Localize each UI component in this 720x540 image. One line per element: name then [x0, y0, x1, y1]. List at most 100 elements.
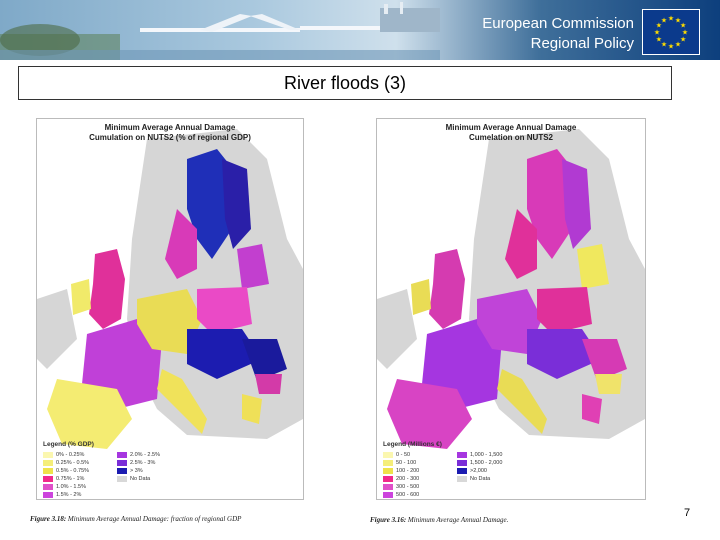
map-right-legend: Legend (Millions €) 0 - 50 50 - 100 100 - …: [383, 441, 633, 499]
norway-south: [165, 209, 197, 279]
legend-item: 0.5% - 0.75%: [43, 467, 111, 475]
star-icon: ★: [675, 16, 681, 24]
caption-text: Minimum Average Annual Damage.: [407, 516, 509, 524]
legend-label: > 3%: [130, 468, 143, 474]
legend-swatch: [43, 468, 53, 474]
legend-label: 0.25% - 0.5%: [56, 460, 90, 466]
legend-label: 1,500 - 2,000: [470, 460, 503, 466]
iberia: [47, 379, 132, 449]
legend-label: 1,000 - 1,500: [470, 452, 503, 458]
map-left-graphic: [37, 119, 303, 499]
map-right-graphic: [377, 119, 645, 499]
legend-item: >2,000: [457, 467, 525, 475]
eu-flag-icon: ★ ★ ★ ★ ★ ★ ★ ★ ★ ★ ★ ★: [642, 9, 700, 55]
legend-label: 0.75% - 1%: [56, 476, 85, 482]
legend-swatch: [117, 468, 127, 474]
legend-label: >2,000: [470, 468, 487, 474]
legend-swatch: [383, 468, 393, 474]
poland: [197, 287, 252, 334]
legend-label: 0 - 50: [396, 452, 411, 458]
legend-title: Legend (Millions €): [383, 441, 442, 448]
map-left-title: Minimum Average Annual Damage Cumulation…: [37, 123, 303, 143]
legend-label: 500 - 600: [396, 492, 420, 498]
finland: [562, 159, 591, 249]
legend-label: 0.5% - 0.75%: [56, 468, 90, 474]
romania: [242, 339, 287, 381]
legend-item: 0.75% - 1%: [43, 475, 111, 483]
italy: [497, 369, 547, 434]
star-icon: ★: [680, 36, 686, 44]
greece: [582, 394, 602, 424]
legend-item: 1,500 - 2,000: [457, 459, 525, 467]
norway-south: [505, 209, 537, 279]
benelux-germany: [137, 289, 202, 354]
legend-item: No Data: [117, 475, 185, 483]
legend-swatch: [457, 476, 467, 482]
legend-swatch: [43, 484, 53, 490]
star-icon: ★: [656, 36, 662, 44]
slide-title: River floods (3): [18, 66, 672, 100]
finland: [222, 159, 251, 249]
star-icon: ★: [656, 22, 662, 30]
legend-swatch: [117, 452, 127, 458]
legend-swatch: [43, 476, 53, 482]
map-left-title-line1: Minimum Average Annual Damage: [104, 123, 236, 132]
legend-label: 2.5% - 3%: [130, 460, 156, 466]
organization-name: European Commission Regional Policy: [482, 14, 634, 54]
legend-label: 1.0% - 1.5%: [56, 484, 86, 490]
legend-label: 1.5% - 2%: [56, 492, 82, 498]
legend-item: 0.25% - 0.5%: [43, 459, 111, 467]
legend-items: 0 - 50 50 - 100 100 - 200 200 - 300 300 - 50…: [383, 451, 633, 499]
bulgaria: [255, 374, 282, 394]
legend-label: No Data: [130, 476, 151, 482]
bulgaria: [595, 374, 622, 394]
legend-swatch: [43, 492, 53, 498]
eu-stars: ★ ★★★★★★★★★★★: [654, 15, 688, 51]
legend-swatch: [117, 460, 127, 466]
legend-label: No Data: [470, 476, 491, 482]
legend-item: No Data: [457, 475, 525, 483]
legend-item: 50 - 100: [383, 459, 451, 467]
legend-title: Legend (% GDP): [43, 441, 94, 448]
legend-item: 0 - 50: [383, 451, 451, 459]
figure-caption-right: Figure 3.16: Minimum Average Annual Dama…: [370, 516, 508, 524]
map-right-title-line1: Minimum Average Annual Damage: [445, 123, 577, 132]
star-icon: ★: [661, 41, 667, 49]
legend-item: 1,000 - 1,500: [457, 451, 525, 459]
legend-item: 0% - 0.25%: [43, 451, 111, 459]
legend-swatch: [383, 460, 393, 466]
ireland: [71, 279, 91, 315]
org-line-1: European Commission: [482, 15, 634, 32]
map-left-legend: Legend (% GDP) 0% - 0.25% 0.25% - 0.5% 0.5…: [43, 441, 293, 499]
map-right-panel: Minimum Average Annual Damage Cumelation…: [376, 118, 646, 500]
legend-swatch: [457, 468, 467, 474]
map-left-title-line2: Cumulation on NUTS2 (% of regional GDP): [89, 133, 251, 142]
legend-swatch: [43, 452, 53, 458]
ireland: [411, 279, 431, 315]
org-line-2: Regional Policy: [530, 35, 634, 52]
legend-label: 100 - 200: [396, 468, 420, 474]
legend-label: 2.0% - 2.5%: [130, 452, 160, 458]
legend-swatch: [117, 476, 127, 482]
uk: [429, 249, 465, 329]
legend-item: 200 - 300: [383, 475, 451, 483]
star-icon: ★: [680, 22, 686, 30]
romania: [582, 339, 627, 381]
baltics: [577, 244, 609, 289]
italy: [157, 369, 207, 434]
legend-item: > 3%: [117, 467, 185, 475]
legend-swatch: [383, 484, 393, 490]
star-icon: ★: [668, 15, 674, 23]
star-icon: ★: [682, 29, 688, 37]
legend-item: 1.5% - 2%: [43, 491, 111, 499]
caption-text: Minimum Average Annual Damage: fraction …: [67, 515, 242, 523]
map-right-title-line2: Cumelation on NUTS2: [468, 133, 553, 142]
legend-label: 200 - 300: [396, 476, 420, 482]
legend-label: 50 - 100: [396, 460, 417, 466]
star-icon: ★: [675, 41, 681, 49]
uk: [89, 249, 125, 329]
legend-item: 100 - 200: [383, 467, 451, 475]
legend-swatch: [457, 452, 467, 458]
baltics: [237, 244, 269, 289]
legend-item: 2.0% - 2.5%: [117, 451, 185, 459]
